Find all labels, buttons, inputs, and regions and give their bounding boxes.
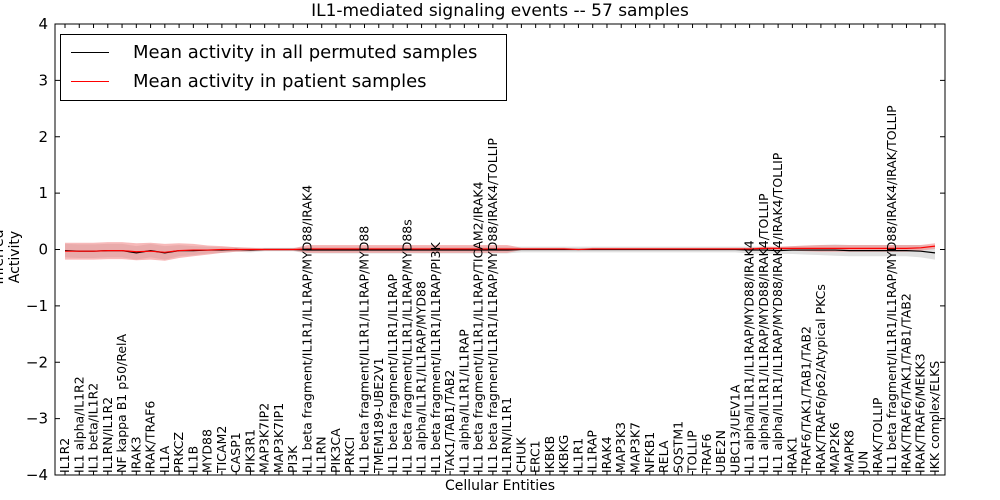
- legend-entry-permuted: Mean activity in all permuted samples: [71, 40, 477, 64]
- series-line-patient: [65, 245, 936, 253]
- x-tick-label: MAP3K7IP2: [257, 403, 272, 473]
- y-tick-label: 0: [38, 241, 48, 259]
- x-tick-label: UBC13/UEV1A: [727, 384, 742, 473]
- x-tick-label: SQSTM1: [670, 421, 685, 473]
- legend-line-patient: [71, 80, 109, 82]
- x-tick-label: IL1 beta fragment/IL1R1/IL1RAP/MYD88s: [399, 219, 414, 473]
- x-tick-label: IKK complex/ELKS: [927, 361, 942, 473]
- x-tick-label: NFKB1: [642, 432, 657, 473]
- x-tick-label: IL1 beta fragment/IL1R1/IL1RAP/MYD88: [357, 226, 372, 473]
- x-axis-label: Cellular Entities: [444, 478, 556, 494]
- y-tick-label: 3: [38, 71, 48, 89]
- x-tick-label: IL1 alpha/IL1R2: [71, 376, 86, 473]
- x-tick-label: MAP3K7: [627, 422, 642, 473]
- x-tick-label: MAP2K6: [827, 422, 842, 473]
- x-tick-label: IRAK/TOLLIP: [870, 397, 885, 473]
- x-tick-label: IL1R2: [57, 438, 72, 473]
- x-tick-label: IRAK/TRAF6: [143, 401, 158, 473]
- band-patient: [65, 242, 935, 261]
- x-tick-label: MYD88: [200, 429, 215, 473]
- x-tick-label: TRAF6/TAK1/TAB1/TAB2: [799, 326, 814, 474]
- x-tick-label: CHUK: [513, 437, 528, 473]
- x-tick-label: IL1RN/IL1R2: [100, 397, 115, 473]
- x-tick-label: NF kappa B1 p50/RelA: [114, 333, 129, 473]
- x-tick-label: IL1 beta fragment/IL1R1/IL1RAP/MYD88/IRA…: [299, 185, 314, 473]
- x-tick-label: MAPK8: [841, 430, 856, 473]
- legend-entry-patient: Mean activity in patient samples: [71, 69, 427, 93]
- x-tick-label: CASP1: [228, 432, 243, 473]
- y-tick-label: 4: [38, 15, 48, 33]
- x-tick-label: TRAF6: [699, 433, 714, 474]
- x-tick-label: IL1B: [185, 446, 200, 473]
- x-tick-label: PRKCI: [342, 437, 357, 473]
- x-tick-label: MAP3K7IP1: [271, 403, 286, 473]
- x-tick-label: IL1 beta fragment/IL1R1/IL1RAP/PI3K: [428, 242, 443, 473]
- legend-line-permuted: [71, 51, 109, 53]
- x-tick-label: IRAK3: [128, 436, 143, 473]
- y-tick-label: −2: [26, 353, 48, 371]
- x-tick-label: IL1RN: [314, 436, 329, 473]
- x-tick-label: PI3K: [285, 445, 300, 473]
- legend: Mean activity in all permuted samples Me…: [60, 34, 507, 101]
- legend-label-permuted: Mean activity in all permuted samples: [133, 41, 478, 63]
- x-tick-label: UBE2N: [713, 430, 728, 473]
- x-tick-label: MAP3K3: [613, 422, 628, 473]
- x-tick-label: IL1 beta fragment/IL1R1/IL1RAP/MYD88/IRA…: [884, 105, 899, 473]
- x-tick-label: IRAK/TRAF6/p62/Atypical PKCs: [813, 284, 828, 473]
- x-tick-label: PRKCZ: [171, 432, 186, 473]
- x-tick-label: TMEM189-UBE2V1: [371, 357, 386, 474]
- chart-title: IL1-mediated signaling events -- 57 samp…: [311, 1, 689, 21]
- x-tick-label: IL1 alpha/IL1R1/IL1RAP/MYD88/IRAK4: [742, 240, 757, 473]
- x-tick-label: IL1 beta/IL1R2: [86, 383, 101, 473]
- x-tick-label: IRAK1: [784, 436, 799, 473]
- x-tick-label: IL1 beta fragment/IL1R1/IL1RAP: [385, 273, 400, 473]
- x-tick-label: RELA: [656, 440, 671, 473]
- x-tick-label: IL1 alpha/IL1R1/IL1RAP/MYD88/IRAK4/IRAK4…: [770, 152, 785, 473]
- y-axis-label: Inferred Activity: [0, 229, 23, 285]
- x-tick-label: IL1 alpha/IL1R1/IL1RAP/MYD88: [414, 281, 429, 473]
- y-tick-label: −4: [26, 466, 48, 484]
- x-tick-label: IL1A: [157, 445, 172, 473]
- x-tick-label: IRAK/TRAF6/MEKK3: [913, 353, 928, 473]
- y-tick-label: −3: [26, 410, 48, 428]
- x-tick-label: IL1 alpha/IL1R1/IL1RAP/MYD88/IRAK4/TOLLI…: [756, 193, 771, 473]
- x-tick-label: IL1R1: [570, 438, 585, 473]
- legend-label-patient: Mean activity in patient samples: [133, 70, 427, 92]
- x-tick-label: JUN: [856, 451, 871, 474]
- x-tick-label: IKBKB: [542, 436, 557, 473]
- x-tick-label: IL1RAP: [585, 430, 600, 473]
- x-tick-label: PIK3CA: [328, 428, 343, 473]
- x-tick-label: TICAM2: [214, 426, 229, 474]
- x-tick-label: IL1 beta fragment/IL1R1/IL1RAP/MYD88/IRA…: [485, 138, 500, 473]
- y-tick-label: −1: [26, 297, 48, 315]
- x-tick-label: TAK1/TAB1/TAB2: [442, 370, 457, 474]
- y-tick-label: 2: [38, 128, 48, 146]
- x-tick-label: IL1 alpha/IL1R1/IL1RAP: [456, 329, 471, 473]
- x-tick-label: IL1RN/IL1R1: [499, 397, 514, 473]
- x-tick-label: IRAK/TRAF6/TAK1/TAB1/TAB2: [898, 293, 913, 473]
- x-tick-label: IKBKG: [556, 435, 571, 473]
- x-tick-label: IL1 beta fragment/IL1R1/IL1RAP/TICAM2/IR…: [471, 182, 486, 473]
- x-tick-label: PIK3R1: [242, 429, 257, 473]
- x-tick-label: ERC1: [528, 440, 543, 473]
- y-tick-label: 1: [38, 184, 48, 202]
- x-tick-label: IRAK4: [599, 436, 614, 473]
- x-tick-label: TOLLIP: [685, 430, 700, 474]
